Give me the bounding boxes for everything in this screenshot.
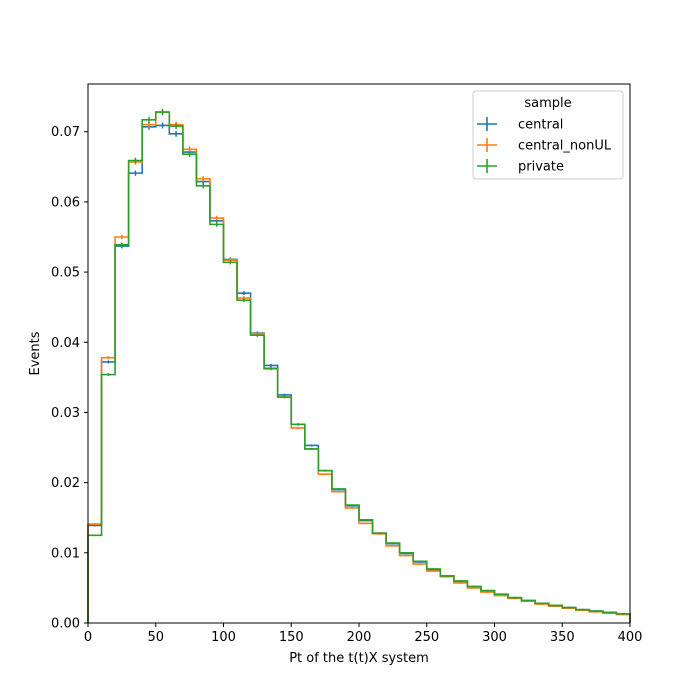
y-tick-label: 0.02 — [51, 476, 80, 491]
series-private — [87, 109, 631, 623]
x-tick-label: 50 — [147, 630, 164, 645]
x-tick-label: 150 — [279, 630, 304, 645]
legend-item-central: central — [477, 117, 563, 133]
legend-item-private: private — [477, 159, 564, 175]
legend-box — [472, 90, 624, 180]
y-tick-label: 0.00 — [51, 617, 80, 632]
x-tick-label: 100 — [211, 630, 236, 645]
x-axis-title: Pt of the t(t)X system — [289, 651, 429, 666]
x-tick-label: 350 — [550, 630, 575, 645]
x-tick-label: 300 — [482, 630, 507, 645]
legend-label: central_nonUL — [518, 139, 612, 154]
x-tick-label: 250 — [414, 630, 439, 645]
y-tick-label: 0.03 — [51, 406, 80, 421]
y-tick-label: 0.01 — [51, 546, 80, 561]
y-axis: 0.00 0.01 0.02 0.03 0.04 0.05 0.06 0.07 — [51, 125, 88, 632]
x-axis: 0 50 100 150 200 250 300 350 400 — [84, 623, 643, 645]
y-axis-title: Events — [28, 331, 43, 375]
x-tick-label: 0 — [84, 630, 92, 645]
y-tick-label: 0.04 — [51, 336, 80, 351]
x-tick-label: 200 — [347, 630, 372, 645]
series-layer — [87, 109, 631, 623]
y-tick-label: 0.05 — [51, 266, 80, 281]
y-tick-label: 0.06 — [51, 195, 80, 210]
legend-item-central_nonUL: central_nonUL — [477, 138, 612, 154]
y-tick-label: 0.07 — [51, 125, 80, 140]
x-tick-label: 400 — [618, 630, 643, 645]
legend-label: private — [518, 160, 564, 175]
plot-area — [87, 83, 631, 624]
legend-label: central — [518, 118, 563, 133]
legend-title: sample — [524, 96, 571, 111]
